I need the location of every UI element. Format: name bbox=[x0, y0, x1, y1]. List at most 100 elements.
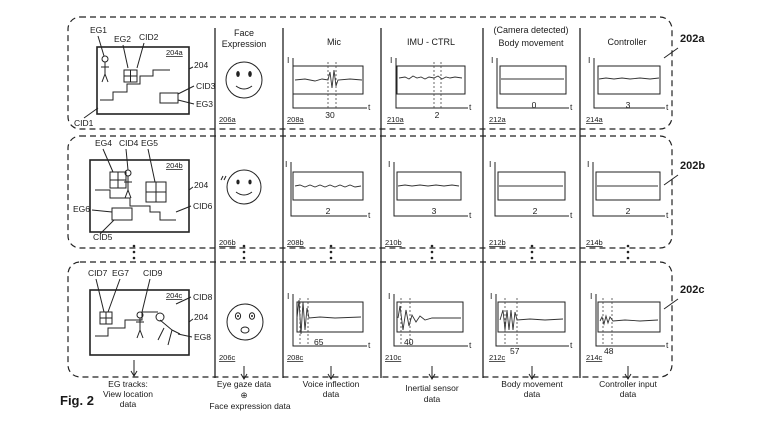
cid-label: CID4 bbox=[119, 138, 139, 148]
axis-i: I bbox=[489, 159, 491, 169]
imu-value: 2 bbox=[435, 110, 440, 120]
person-figure bbox=[101, 62, 109, 83]
axis-t: t bbox=[368, 340, 371, 350]
cid-label: CID1 bbox=[74, 118, 94, 128]
ref-212c: 212c bbox=[489, 353, 506, 362]
ref-214a: 214a bbox=[586, 115, 604, 124]
ref-206c: 206c bbox=[219, 353, 236, 362]
face-expression-label: Face expression data bbox=[209, 401, 291, 411]
axis-i: I bbox=[490, 291, 492, 301]
row-202a: 204a 204 EG1 EG2 CID2 CID3 EG3 CID1 206a… bbox=[74, 25, 669, 128]
scene-ref: 204c bbox=[166, 291, 183, 300]
cid-label: CID9 bbox=[143, 268, 163, 278]
axis-i: I bbox=[587, 159, 589, 169]
eg-label: EG7 bbox=[112, 268, 129, 278]
scene-panel-204b bbox=[89, 159, 190, 233]
scene-label: 204 bbox=[194, 180, 208, 190]
eg-tracks-label: data bbox=[120, 399, 137, 409]
mic-value: 2 bbox=[326, 206, 331, 216]
staircase bbox=[100, 69, 170, 101]
scene-panel-204a bbox=[96, 46, 190, 115]
eg-label: EG5 bbox=[141, 138, 158, 148]
person-figure bbox=[124, 176, 132, 199]
voice-label: data bbox=[323, 389, 340, 399]
controller-value: 2 bbox=[626, 206, 631, 216]
axis-t: t bbox=[469, 102, 472, 112]
eg-label: EG3 bbox=[196, 99, 213, 109]
cid-label: CID7 bbox=[88, 268, 108, 278]
output-labels: EG tracks: View location data Eye gaze d… bbox=[103, 379, 657, 411]
staircase bbox=[95, 189, 176, 221]
axis-i: I bbox=[388, 159, 390, 169]
controller-input-label: data bbox=[620, 389, 637, 399]
voice-label: Voice inflection bbox=[303, 379, 360, 389]
controller-plot bbox=[595, 171, 661, 201]
imu-value: 40 bbox=[404, 337, 414, 347]
body-value: 2 bbox=[533, 206, 538, 216]
body-movement-label: data bbox=[524, 389, 541, 399]
eg-tracks-label: View location bbox=[103, 389, 153, 399]
header-face-1: Face bbox=[234, 28, 254, 38]
row-frame-202a bbox=[67, 16, 673, 130]
eg-label: EG8 bbox=[194, 332, 211, 342]
axis-i: I bbox=[287, 291, 289, 301]
axis-t: t bbox=[666, 102, 669, 112]
scene-ref: 204a bbox=[166, 48, 184, 57]
imu-plot bbox=[396, 301, 464, 333]
axis-t: t bbox=[368, 210, 371, 220]
ref-206a: 206a bbox=[219, 115, 237, 124]
figure-label: Fig. 2 bbox=[60, 393, 94, 408]
scene-panel-204c bbox=[89, 289, 190, 356]
axis-t: t bbox=[666, 340, 669, 350]
body-value: 0 bbox=[532, 100, 537, 110]
header-controller: Controller bbox=[607, 37, 646, 47]
axis-i: I bbox=[390, 55, 392, 65]
face-neutral-smile bbox=[225, 61, 263, 99]
axis-t: t bbox=[570, 340, 573, 350]
header-imu: IMU - CTRL bbox=[407, 37, 455, 47]
imu-plot bbox=[396, 171, 462, 201]
axis-i: I bbox=[590, 291, 592, 301]
cid-label: CID6 bbox=[193, 201, 213, 211]
controller-plot bbox=[597, 65, 661, 95]
body-plot bbox=[497, 171, 566, 201]
mic-value: 30 bbox=[325, 110, 335, 120]
axis-t: t bbox=[666, 210, 669, 220]
header-camera-note: (Camera detected) bbox=[493, 25, 568, 35]
axis-i: I bbox=[588, 55, 590, 65]
body-movement-label: Body movement bbox=[501, 379, 563, 389]
axis-i: I bbox=[491, 55, 493, 65]
row-id-202a: 202a bbox=[680, 33, 705, 45]
ref-212b: 212b bbox=[489, 238, 506, 247]
animal-box bbox=[111, 207, 133, 221]
axis-i: I bbox=[285, 159, 287, 169]
axis-i: I bbox=[388, 291, 390, 301]
eg-label: EG1 bbox=[90, 25, 107, 35]
inertial-label: Inertial sensor bbox=[405, 383, 459, 393]
row-frame-202b bbox=[67, 135, 673, 249]
row-202c: 204c 204 CID7 EG7 CID9 CID8 EG8 206c I t… bbox=[88, 268, 669, 362]
inertial-label: data bbox=[424, 394, 441, 404]
body-plot bbox=[497, 301, 566, 333]
row-frame-202c bbox=[67, 261, 673, 378]
controller-value: 48 bbox=[604, 346, 614, 356]
eye-gaze-label: Eye gaze data bbox=[217, 379, 272, 389]
face-surprised bbox=[226, 303, 264, 341]
axis-t: t bbox=[469, 340, 472, 350]
body-value: 57 bbox=[510, 346, 520, 356]
ref-214b: 214b bbox=[586, 238, 603, 247]
row-id-202c: 202c bbox=[680, 284, 704, 296]
ref-210b: 210b bbox=[385, 238, 402, 247]
person-figure bbox=[136, 318, 144, 339]
header-mic: Mic bbox=[327, 37, 341, 47]
ref-208b: 208b bbox=[287, 238, 304, 247]
output-arrows bbox=[130, 360, 632, 380]
imu-value: 3 bbox=[432, 206, 437, 216]
ref-210c: 210c bbox=[385, 353, 402, 362]
controller-plot bbox=[597, 301, 661, 333]
ref-208a: 208a bbox=[287, 115, 305, 124]
animal-figure bbox=[157, 319, 181, 346]
controller-input-label: Controller input bbox=[599, 379, 657, 389]
mic-plot bbox=[292, 171, 364, 201]
